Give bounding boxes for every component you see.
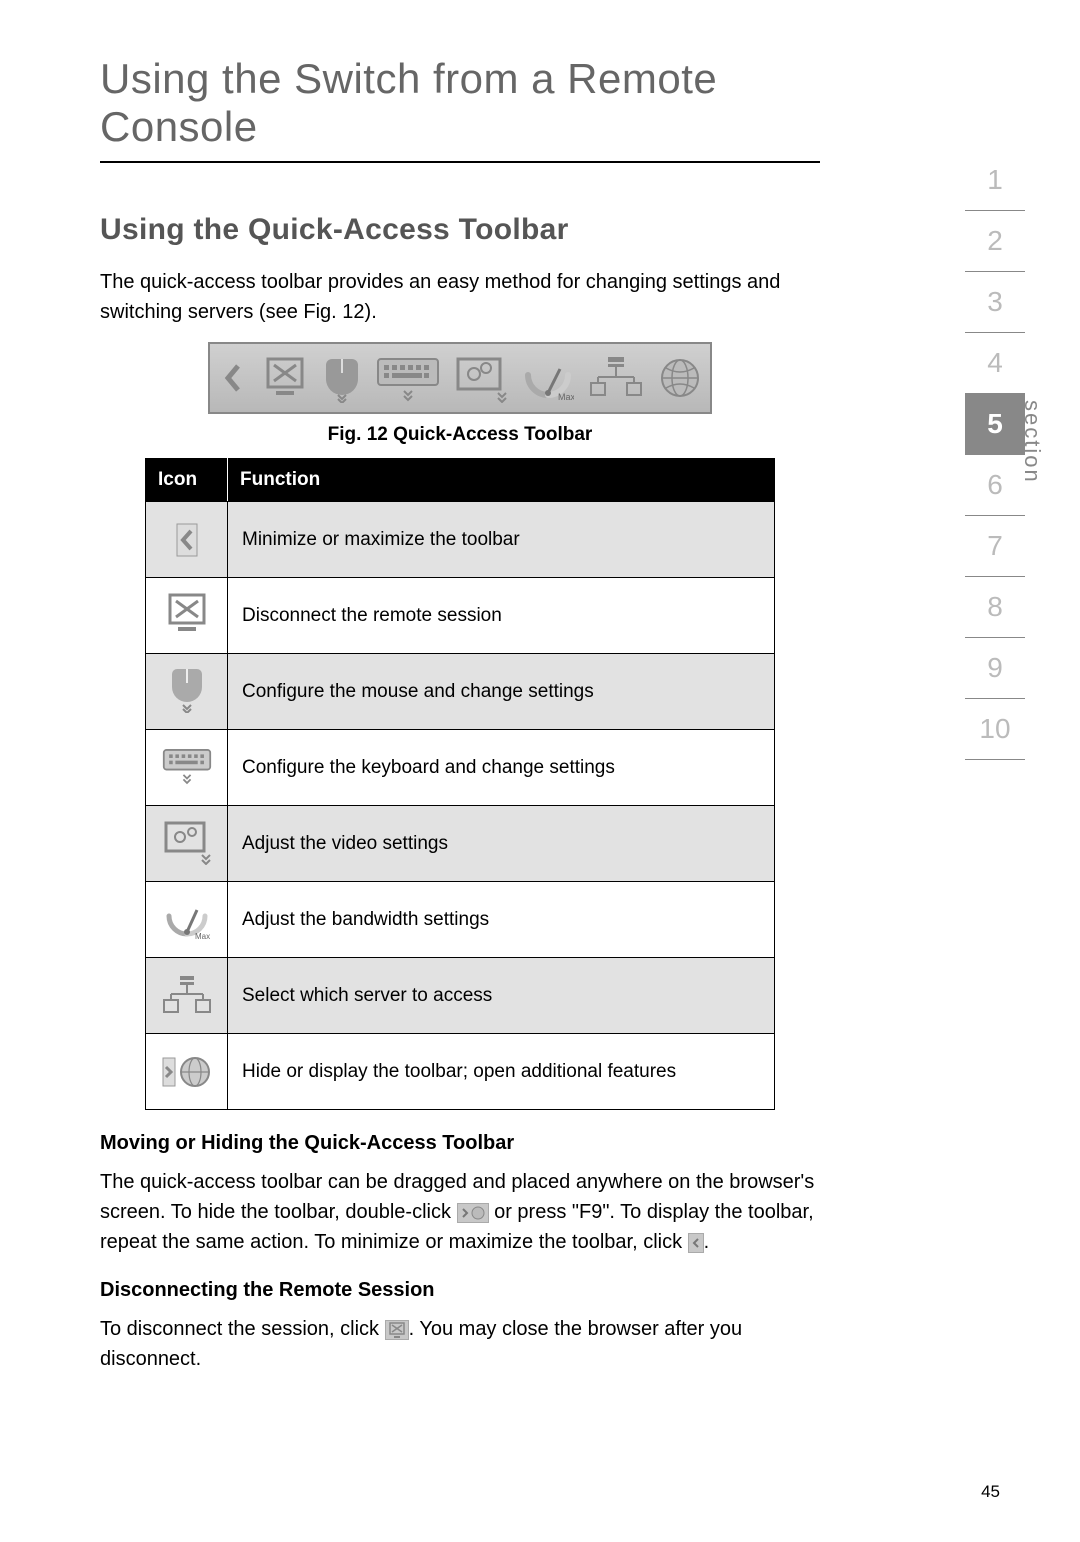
page-number: 45 (981, 1482, 1000, 1502)
nav-7[interactable]: 7 (965, 516, 1025, 577)
nav-4[interactable]: 4 (965, 333, 1025, 394)
chevron-left-icon (688, 1233, 704, 1253)
mouse-icon (162, 664, 212, 714)
video-icon (454, 350, 508, 406)
table-row: Minimize or maximize the toolbar (146, 502, 775, 578)
moving-text: The quick-access toolbar can be dragged … (100, 1167, 820, 1257)
func-text: Disconnect the remote session (228, 578, 775, 654)
table-row: Configure the mouse and change settings (146, 654, 775, 730)
nav-3[interactable]: 3 (965, 272, 1025, 333)
nav-5[interactable]: 5 (965, 394, 1025, 455)
th-icon: Icon (146, 459, 228, 502)
func-text: Configure the mouse and change settings (228, 654, 775, 730)
globe-icon (658, 350, 702, 406)
disconnect-heading: Disconnecting the Remote Session (100, 1279, 820, 1302)
chevron-left-icon (218, 350, 248, 406)
page-title: Using the Switch from a Remote Console (100, 55, 820, 163)
quick-access-toolbar: Max (208, 342, 712, 414)
video-icon (162, 817, 212, 867)
nav-8[interactable]: 8 (965, 577, 1025, 638)
bandwidth-icon: Max (522, 350, 574, 406)
disconnect-icon (385, 1320, 409, 1340)
table-row: Hide or display the toolbar; open additi… (146, 1034, 775, 1110)
function-table: Icon Function Minimize or maximize the t… (145, 458, 775, 1110)
server-icon (162, 970, 212, 1020)
section-heading: Using the Quick-Access Toolbar (100, 213, 820, 247)
table-row: Adjust the video settings (146, 806, 775, 882)
table-row: Disconnect the remote session (146, 578, 775, 654)
chevron-left-icon (162, 515, 212, 565)
func-text: Configure the keyboard and change settin… (228, 730, 775, 806)
disconnect-text: To disconnect the session, click . You m… (100, 1314, 820, 1374)
func-text: Minimize or maximize the toolbar (228, 502, 775, 578)
nav-9[interactable]: 9 (965, 638, 1025, 699)
figure-caption: Fig. 12 Quick-Access Toolbar (100, 424, 820, 446)
nav-1[interactable]: 1 (965, 150, 1025, 211)
section-nav: 1 2 3 4 5 6 7 8 9 10 section (965, 150, 1025, 760)
svg-text:Max: Max (195, 932, 210, 940)
th-function: Function (228, 459, 775, 502)
toggle-toolbar-icon (457, 1203, 489, 1223)
bandwidth-icon: Max (162, 894, 212, 944)
intro-text: The quick-access toolbar provides an eas… (100, 267, 820, 327)
nav-2[interactable]: 2 (965, 211, 1025, 272)
func-text: Select which server to access (228, 958, 775, 1034)
disconnect-text-1: To disconnect the session, click (100, 1318, 385, 1340)
keyboard-icon (162, 741, 212, 791)
svg-text:Max: Max (558, 392, 574, 401)
disconnect-icon (162, 589, 212, 639)
mouse-icon (322, 350, 362, 406)
section-label: section (1019, 400, 1045, 484)
moving-text-3: . (704, 1231, 710, 1253)
nav-10[interactable]: 10 (965, 699, 1025, 760)
table-row: Max Adjust the bandwidth settings (146, 882, 775, 958)
nav-6[interactable]: 6 (965, 455, 1025, 516)
func-text: Hide or display the toolbar; open additi… (228, 1034, 775, 1110)
table-row: Configure the keyboard and change settin… (146, 730, 775, 806)
table-row: Select which server to access (146, 958, 775, 1034)
figure-toolbar: Max (100, 342, 820, 414)
func-text: Adjust the video settings (228, 806, 775, 882)
keyboard-icon (376, 350, 440, 406)
globe-icon (162, 1047, 212, 1097)
server-icon (588, 350, 644, 406)
func-text: Adjust the bandwidth settings (228, 882, 775, 958)
disconnect-icon (262, 350, 308, 406)
moving-heading: Moving or Hiding the Quick-Access Toolba… (100, 1132, 820, 1155)
